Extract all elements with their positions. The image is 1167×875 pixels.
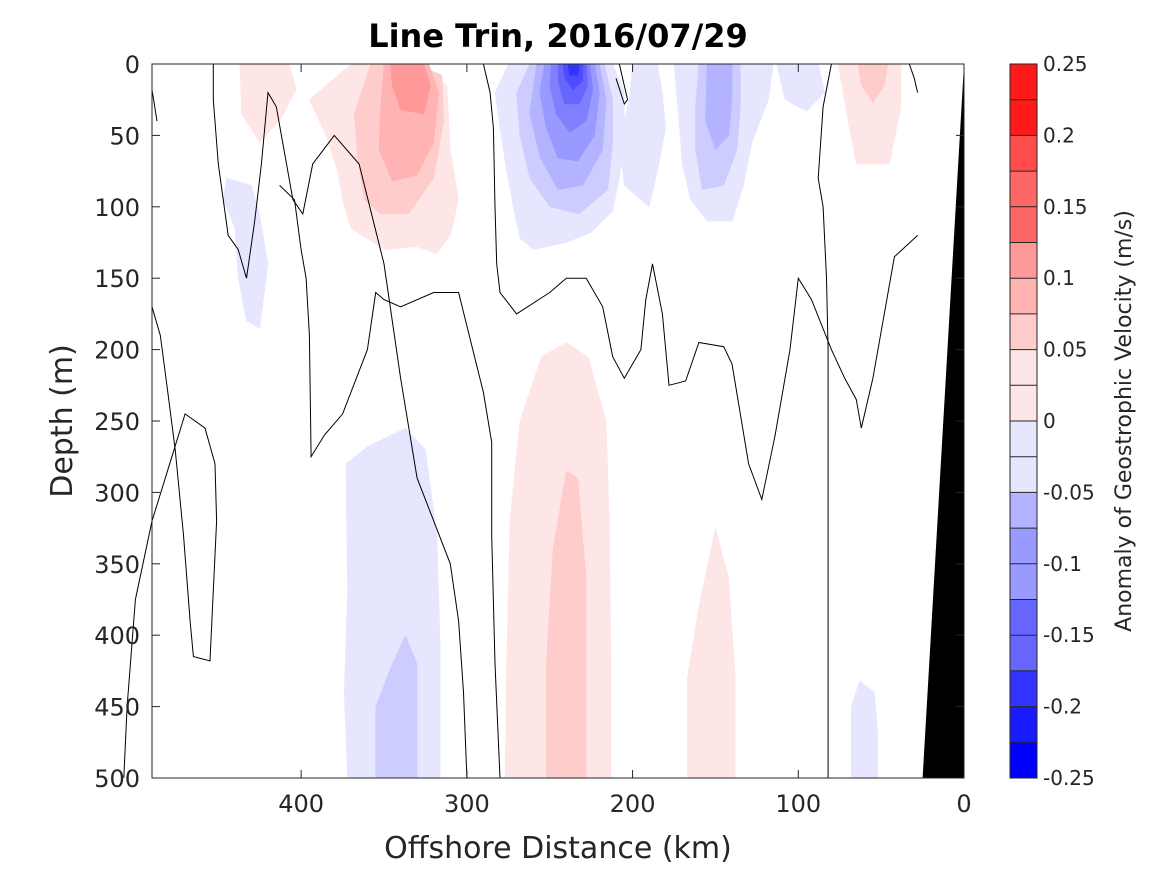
contour-fill-neg-small-left [223, 177, 269, 329]
colorbar-swatch [1010, 670, 1037, 707]
colorbar-tick-label: 0.15 [1043, 195, 1088, 219]
x-tick-label: 100 [775, 790, 821, 818]
colorbar-tick-label: 0 [1043, 409, 1056, 433]
y-tick-label: 0 [125, 51, 140, 79]
contour-fill-neg-center-core [567, 63, 580, 76]
zero-contour-g [615, 63, 629, 106]
x-axis-ticks: 400 300 200 100 0 [278, 64, 972, 818]
colorbar-swatch [1010, 563, 1037, 600]
colorbar-tick-label: -0.15 [1043, 623, 1095, 647]
zero-contour-h [908, 63, 919, 93]
zero-contour-c [212, 64, 468, 779]
y-tick-label: 150 [94, 265, 140, 293]
y-tick-label: 350 [94, 551, 140, 579]
y-tick-label: 250 [94, 408, 140, 436]
y-tick-label: 400 [94, 622, 140, 650]
colorbar-swatch [1010, 278, 1037, 314]
colorbar-swatch [1010, 99, 1037, 136]
contour-fill-pos-deep-right [687, 528, 736, 779]
colorbar-label: Anomaly of Geostrophic Velocity (m/s) [1112, 210, 1137, 632]
colorbar-swatch [1010, 206, 1037, 243]
contour-fill-neg-deep-right [851, 680, 879, 779]
y-tick-label: 500 [94, 765, 140, 793]
colorbar-tick-label: 0.25 [1043, 52, 1088, 76]
colorbar-swatch [1010, 242, 1037, 279]
zero-contour-lines [123, 63, 919, 779]
plot-area [123, 63, 965, 779]
y-tick-label: 300 [94, 479, 140, 507]
x-tick-label: 200 [610, 790, 656, 818]
colorbar-swatch [1010, 599, 1037, 636]
colorbar-tick-label: 0.2 [1043, 123, 1075, 147]
y-tick-label: 50 [109, 122, 140, 150]
zero-contour-f [817, 63, 832, 778]
colorbar-swatch [1010, 456, 1037, 493]
bathymetry-mask [922, 64, 964, 778]
contour-fill-pos-deep-core [546, 470, 587, 779]
y-axis-ticks: 0 50 100 150 200 250 300 350 400 450 500 [94, 51, 964, 793]
colorbar-tick-label: 0.05 [1043, 338, 1088, 362]
colorbar-swatch [1010, 528, 1037, 564]
colorbar-tick-label: 0.1 [1043, 266, 1075, 290]
zero-contour-d [279, 185, 501, 779]
colorbar-frame [1009, 63, 1038, 779]
colorbar-swatch [1010, 64, 1037, 100]
colorbar-tick-label: -0.1 [1043, 552, 1082, 576]
colorbar: 0.25 0.2 0.15 0.1 0.05 0 -0.05 -0.1 -0.15 -0.2 -0.… [1009, 52, 1095, 790]
zero-contour-e [482, 63, 918, 502]
contour-fill-neg-mid-left [619, 63, 666, 208]
colorbar-swatch [1010, 635, 1037, 671]
colorbar-swatch [1010, 135, 1037, 172]
y-tick-label: 200 [94, 337, 140, 365]
colorbar-swatch [1010, 421, 1037, 457]
colorbar-tick-label: -0.2 [1043, 695, 1082, 719]
chart-title: Line Trin, 2016/07/29 [368, 17, 748, 55]
zero-contour-b [123, 306, 218, 779]
colorbar-swatch [1010, 706, 1037, 743]
y-tick-label: 450 [94, 694, 140, 722]
colorbar-tick-label: -0.05 [1043, 480, 1095, 504]
colorbar-swatch [1010, 492, 1037, 529]
x-tick-label: 0 [956, 790, 971, 818]
colorbar-swatch [1010, 171, 1037, 207]
y-axis-label: Depth (m) [45, 344, 80, 498]
colorbar-swatch [1010, 742, 1037, 778]
colorbar-swatch [1010, 385, 1037, 421]
colorbar-tick-label: -0.25 [1043, 766, 1095, 790]
colorbar-swatch [1010, 313, 1037, 350]
x-tick-label: 300 [444, 790, 490, 818]
x-axis-label: Offshore Distance (km) [384, 831, 732, 866]
y-tick-label: 100 [94, 194, 140, 222]
zero-contour-a [151, 89, 158, 122]
contour-fill-neg-deep-core [375, 634, 418, 779]
x-tick-label: 400 [278, 790, 324, 818]
contour-fills [223, 63, 902, 779]
colorbar-swatch [1010, 349, 1037, 386]
